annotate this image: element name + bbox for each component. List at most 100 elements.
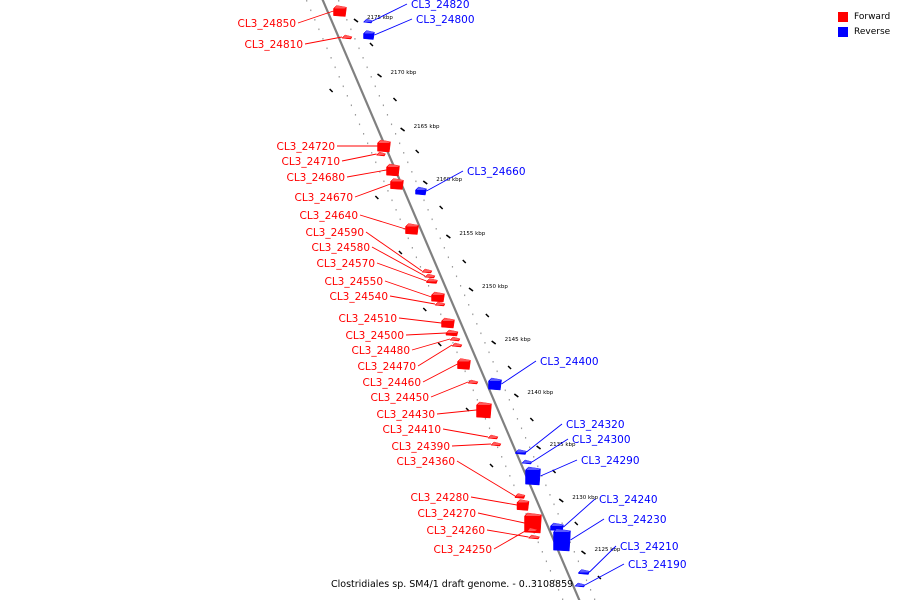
gene-cl3-24450-shade [469, 380, 478, 383]
track-dot [435, 228, 437, 230]
gene-cl3-24810-shade [343, 35, 352, 38]
gene-cl3-24670-body [390, 178, 404, 190]
gene-cl3-24710-body [376, 151, 386, 157]
gene-cl3-24640-leader [359, 214, 406, 230]
track-dot [501, 456, 503, 458]
gene-cl3-24590-body [421, 268, 433, 274]
gene-cl3-24640-body [405, 223, 419, 235]
track-dot [537, 465, 539, 468]
track-dot [529, 446, 531, 449]
gene-cl3-24430-shade [477, 402, 492, 405]
gene-cl3-24660-label: CL3_24660 [467, 166, 526, 178]
gene-cl3-24360-body [514, 493, 526, 499]
track-dot [553, 503, 555, 506]
gene-cl3-24430-label: CL3_24430 [376, 409, 435, 421]
gene-cl3-24300-body [521, 459, 533, 465]
track-dot [516, 418, 519, 420]
track-dot [488, 351, 490, 354]
gene-cl3-24510-leader [398, 317, 442, 324]
track-dot [338, 0, 340, 2]
scale-tick-label: 2155 kbp [459, 231, 485, 237]
gene-cl3-24290-label: CL3_24290 [581, 455, 640, 467]
gene-cl3-24550 [431, 291, 445, 303]
gene-cl3-24210-leader [589, 545, 617, 573]
scale-tick-label: 2125 kbp [594, 547, 620, 553]
feature-mark [485, 313, 490, 318]
gene-cl3-24210-label: CL3_24210 [620, 541, 679, 553]
gene-cl3-24260-label: CL3_24260 [426, 525, 485, 537]
gene-cl3-24280-shade [518, 499, 529, 503]
feature-mark [439, 205, 444, 210]
gene-cl3-24240-leader [563, 498, 596, 528]
gene-cl3-24430 [476, 401, 492, 419]
track-dot [525, 513, 527, 515]
gene-cl3-24230-shade [554, 529, 571, 532]
gene-cl3-24410 [487, 434, 499, 440]
track-dot [452, 342, 454, 344]
track-dot [318, 28, 320, 31]
genome-caption: Clostridiales sp. SM4/1 draft genome. - … [331, 579, 574, 590]
gene-cl3-24720-label: CL3_24720 [276, 141, 335, 153]
scale-tick [513, 393, 519, 398]
track-dot [488, 427, 491, 430]
gene-cl3-24230-label: CL3_24230 [608, 514, 667, 526]
gene-cl3-24570 [426, 278, 438, 284]
gene-cl3-24270-body [524, 512, 542, 534]
track-dot [513, 484, 515, 487]
gene-cl3-24360 [514, 493, 526, 499]
track-dot [541, 551, 543, 553]
track-dot [585, 579, 588, 582]
gene-cl3-24460-body [457, 358, 471, 370]
gene-cl3-24230-body [553, 528, 571, 552]
track-dot [394, 133, 397, 135]
gene-cl3-24290-leader [540, 459, 578, 477]
gene-cl3-24290 [525, 466, 541, 486]
gene-cl3-24680-body [386, 163, 400, 177]
gene-cl3-24270-label: CL3_24270 [417, 508, 476, 520]
gene-cl3-24710-label: CL3_24710 [281, 156, 340, 168]
gene-cl3-24320 [515, 449, 527, 455]
track-dot [472, 313, 474, 316]
gene-cl3-24680-leader [346, 169, 387, 178]
gene-cl3-24250 [526, 527, 538, 533]
gene-cl3-24590-label: CL3_24590 [305, 227, 364, 239]
track-dot [456, 351, 458, 354]
scale-tick [400, 127, 406, 132]
track-dot [342, 85, 344, 88]
gene-cl3-24400-body [488, 377, 502, 391]
gene-cl3-24550-label: CL3_24550 [324, 276, 383, 288]
track-dot [468, 304, 470, 306]
track-dot [338, 76, 340, 78]
track-dot [350, 104, 352, 107]
gene-cl3-24670-label: CL3_24670 [294, 192, 353, 204]
gene-cl3-24820-body [363, 18, 373, 24]
gene-cl3-24590-leader [365, 231, 423, 272]
gene-cl3-24470-body [451, 342, 463, 348]
scale-tick [581, 550, 586, 555]
track-dot [346, 19, 348, 21]
scale-ticks: 2175 kbp 2170 kbp 2165 kbp 2160 kbp 2155 kbp… [329, 15, 621, 580]
gene-cl3-24470-leader [417, 344, 453, 367]
gene-cl3-24810-label: CL3_24810 [244, 39, 303, 51]
gene-cl3-24210-body [578, 569, 590, 575]
gene-cl3-24390-body [490, 441, 502, 447]
gene-cl3-24550-leader [384, 280, 432, 298]
gene-cl3-24460 [457, 358, 471, 370]
scale-tick [468, 287, 474, 292]
track-dot [497, 446, 499, 449]
gene-cl3-24270 [524, 512, 542, 534]
track-dot [387, 190, 389, 192]
track-dot [484, 342, 486, 344]
gene-cl3-24810-body [341, 34, 353, 40]
gene-cl3-24500-label: CL3_24500 [345, 330, 404, 342]
gene-cl3-24320-shade [516, 449, 527, 453]
track-dot [334, 66, 336, 69]
gene-cl3-24850-shade [334, 5, 347, 9]
gene-cl3-24720 [377, 139, 391, 153]
gene-cl3-24280-label: CL3_24280 [410, 492, 469, 504]
gene-cl3-24500-leader [405, 332, 447, 336]
gene-cl3-24820-label: CL3_24820 [411, 0, 470, 11]
gene-cl3-24400 [488, 377, 502, 391]
gene-cl3-24810 [341, 34, 353, 40]
track-dot [399, 218, 401, 221]
